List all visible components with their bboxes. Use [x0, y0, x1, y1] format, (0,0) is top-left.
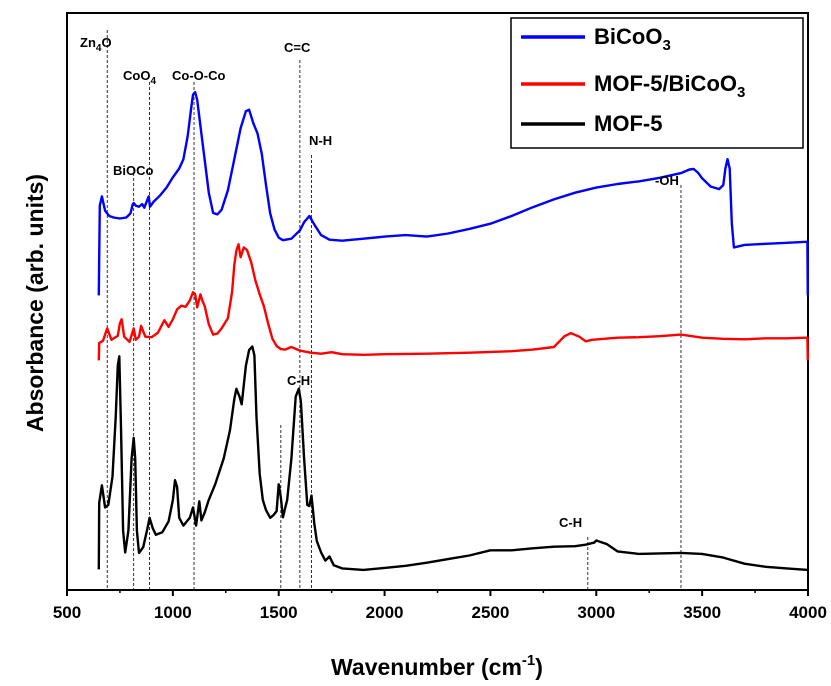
peak-annotation: BiOCo — [113, 163, 154, 178]
x-tick-label: 3500 — [683, 603, 721, 622]
x-tick-label: 2500 — [472, 603, 510, 622]
peak-annotation: N-H — [309, 133, 332, 148]
legend-label: MOF-5 — [594, 111, 662, 136]
legend-label: BiCoO3 — [594, 24, 671, 54]
x-tick-label: 3000 — [577, 603, 615, 622]
legend-box — [510, 17, 804, 149]
legend: BiCoO3 MOF-5/BiCoO3 MOF-5 — [510, 17, 804, 149]
x-axis: 500 1000 1500 2000 2500 3000 3500 4000 — [53, 590, 827, 622]
peak-annotation: C=C — [284, 40, 311, 55]
series-line-bicoo — [97, 90, 809, 296]
series-line-mof-5-bicoo — [97, 243, 809, 361]
y-axis-title: Absorbance (arb. units) — [22, 174, 48, 432]
peak-annotation: C-H — [287, 373, 310, 388]
x-tick-label: 500 — [53, 603, 81, 622]
series-line-mof-5 — [97, 345, 809, 572]
peak-annotation: C-H — [559, 515, 582, 530]
annotation-layer: Zn4O CoO4 Co-O-Co BiOCo C=C N-H -OH C-H C-H — [80, 35, 679, 530]
x-axis-title-superscript: -1 — [522, 652, 535, 669]
peak-annotation: Zn4O — [80, 35, 112, 54]
x-tick-label: 2000 — [366, 603, 404, 622]
x-tick-label: 4000 — [789, 603, 827, 622]
legend-label: MOF-5/BiCoO3 — [594, 71, 745, 101]
reference-lines — [106, 30, 682, 590]
plot-area: Zn4O CoO4 Co-O-Co BiOCo C=C N-H -OH C-H C-H — [66, 12, 809, 591]
peak-annotation: Co-O-Co — [172, 68, 225, 83]
series-layer — [97, 90, 809, 572]
peak-annotation: CoO4 — [123, 68, 156, 87]
x-tick-label: 1500 — [260, 603, 298, 622]
peak-annotation: -OH — [655, 173, 679, 188]
x-tick-label: 1000 — [154, 603, 192, 622]
x-axis-title: Wavenumber (cm-1) — [331, 652, 543, 680]
